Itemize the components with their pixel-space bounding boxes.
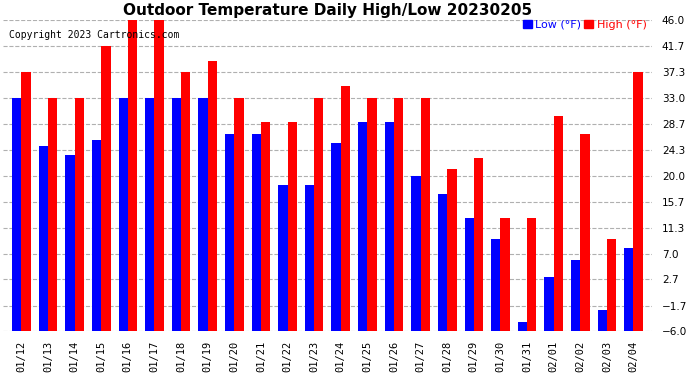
Bar xyxy=(278,185,288,331)
Bar xyxy=(411,176,421,331)
Bar xyxy=(155,20,164,331)
Bar xyxy=(358,122,367,331)
Bar xyxy=(384,122,394,331)
Bar xyxy=(101,46,110,331)
Bar xyxy=(252,134,261,331)
Bar xyxy=(544,278,553,331)
Bar xyxy=(199,98,208,331)
Bar xyxy=(305,185,314,331)
Legend: Low (°F), High (°F): Low (°F), High (°F) xyxy=(518,15,651,34)
Bar xyxy=(225,134,235,331)
Bar xyxy=(553,116,563,331)
Bar xyxy=(128,20,137,331)
Bar xyxy=(527,217,536,331)
Bar xyxy=(421,98,430,331)
Title: Outdoor Temperature Daily High/Low 20230205: Outdoor Temperature Daily High/Low 20230… xyxy=(123,3,532,18)
Bar xyxy=(75,98,84,331)
Bar xyxy=(331,143,341,331)
Bar xyxy=(447,169,457,331)
Bar xyxy=(235,98,244,331)
Bar xyxy=(598,310,607,331)
Bar xyxy=(464,217,474,331)
Bar xyxy=(500,217,510,331)
Bar xyxy=(208,61,217,331)
Bar xyxy=(66,155,75,331)
Bar xyxy=(119,98,128,331)
Bar xyxy=(491,238,500,331)
Bar xyxy=(172,98,181,331)
Bar xyxy=(261,122,270,331)
Bar xyxy=(145,98,155,331)
Bar xyxy=(21,72,31,331)
Bar xyxy=(288,122,297,331)
Text: Copyright 2023 Cartronics.com: Copyright 2023 Cartronics.com xyxy=(9,30,179,40)
Bar xyxy=(607,238,616,331)
Bar xyxy=(92,140,101,331)
Bar xyxy=(624,248,633,331)
Bar xyxy=(518,322,527,331)
Bar xyxy=(12,98,21,331)
Bar xyxy=(181,72,190,331)
Bar xyxy=(367,98,377,331)
Bar xyxy=(394,98,403,331)
Bar xyxy=(39,146,48,331)
Bar xyxy=(48,98,57,331)
Bar xyxy=(571,260,580,331)
Bar xyxy=(341,86,350,331)
Bar xyxy=(474,158,483,331)
Bar xyxy=(580,134,589,331)
Bar xyxy=(633,72,643,331)
Bar xyxy=(314,98,324,331)
Bar xyxy=(438,194,447,331)
